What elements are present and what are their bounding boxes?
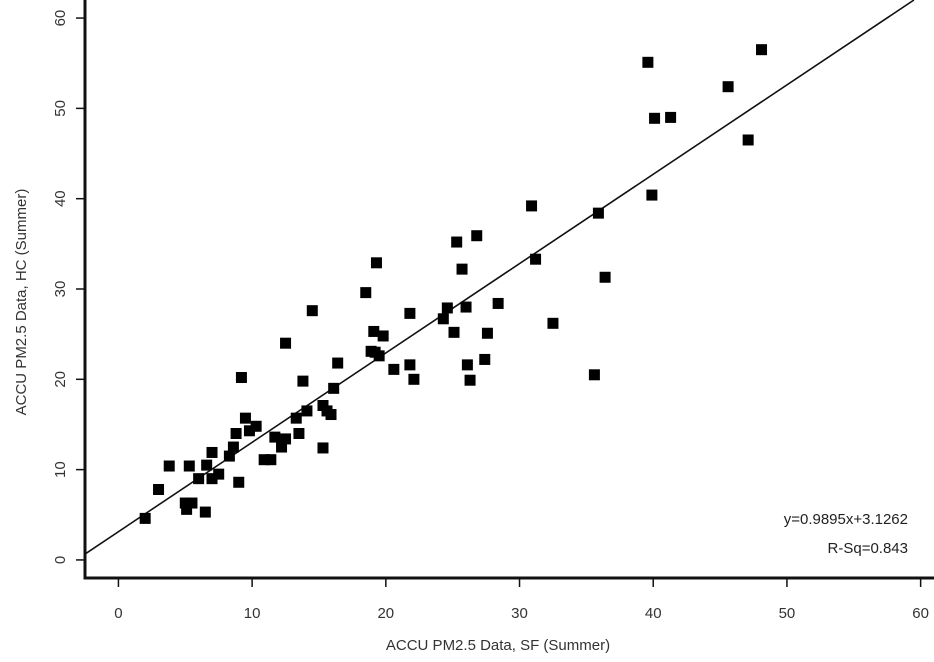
data-point <box>373 350 385 362</box>
x-tick-label: 0 <box>114 605 122 622</box>
data-point <box>179 497 191 509</box>
data-point <box>526 200 538 212</box>
y-tick-label: 60 <box>52 10 69 27</box>
data-point <box>243 425 255 437</box>
y-tick-label: 30 <box>52 281 69 298</box>
data-point <box>280 433 292 445</box>
data-point <box>317 442 329 454</box>
data-point <box>265 454 277 466</box>
data-point <box>479 353 491 365</box>
data-point <box>186 497 198 509</box>
y-tick-label: 0 <box>52 556 69 564</box>
data-point <box>235 372 247 384</box>
data-point <box>193 473 205 485</box>
data-point <box>722 81 734 93</box>
data-point <box>206 473 218 485</box>
data-point <box>276 441 288 453</box>
data-point <box>588 369 600 381</box>
data-point <box>213 468 225 480</box>
y-tick-label: 20 <box>52 371 69 388</box>
data-point <box>370 257 382 269</box>
y-tick-label: 10 <box>52 461 69 478</box>
y-axis-label: ACCU PM2.5 Data, HC (Summer) <box>13 189 30 416</box>
data-point <box>258 454 270 466</box>
data-point <box>297 375 309 387</box>
data-point <box>388 363 400 375</box>
x-tick-label: 30 <box>511 605 528 622</box>
data-point <box>201 459 213 471</box>
data-point <box>642 56 654 68</box>
data-point <box>368 325 380 337</box>
y-tick-label: 50 <box>52 100 69 117</box>
data-point <box>306 305 318 317</box>
data-point <box>153 483 165 495</box>
data-point <box>592 207 604 219</box>
data-point <box>280 337 292 349</box>
data-point <box>456 263 468 275</box>
data-point <box>290 412 302 424</box>
data-point <box>492 297 504 309</box>
data-point <box>665 111 677 123</box>
x-tick-label: 50 <box>779 605 796 622</box>
data-point <box>599 271 611 283</box>
fit-line-layer <box>84 0 915 555</box>
data-points <box>139 44 768 524</box>
data-point <box>377 330 389 342</box>
regression-line <box>84 0 915 555</box>
data-point <box>547 317 559 329</box>
data-point <box>756 44 768 56</box>
x-axis-ticks: 0 10 20 30 40 50 60 <box>114 578 929 622</box>
data-point <box>461 359 473 371</box>
data-point <box>471 230 483 242</box>
data-point <box>460 301 472 313</box>
data-point <box>230 428 242 439</box>
plot-frame <box>83 0 934 580</box>
data-point <box>464 374 476 386</box>
data-point <box>360 287 372 299</box>
data-point <box>408 373 420 385</box>
data-point <box>437 313 449 325</box>
data-point <box>404 359 416 371</box>
data-point <box>199 506 211 518</box>
x-tick-label: 10 <box>244 605 261 622</box>
y-axis-ticks: 0 10 20 30 40 50 60 <box>52 10 85 564</box>
x-tick-label: 60 <box>912 605 929 622</box>
data-point <box>163 460 175 472</box>
data-point <box>742 134 754 146</box>
data-point <box>293 428 305 439</box>
r-squared-annotation: R-Sq=0.843 <box>828 540 908 557</box>
data-point <box>649 112 661 124</box>
data-point <box>206 446 218 458</box>
data-point <box>301 405 313 417</box>
x-tick-label: 40 <box>645 605 662 622</box>
data-point <box>223 450 235 462</box>
fit-equation-annotation: y=0.9895x+3.1262 <box>784 511 908 528</box>
data-point <box>328 382 340 394</box>
data-point <box>269 431 281 443</box>
data-point <box>481 327 493 339</box>
data-point <box>332 357 344 369</box>
data-point <box>325 409 337 421</box>
data-point <box>233 476 245 488</box>
y-tick-label: 40 <box>52 190 69 207</box>
data-point <box>239 412 251 424</box>
data-point <box>451 236 463 248</box>
data-point <box>441 302 453 314</box>
x-tick-label: 20 <box>377 605 394 622</box>
data-point <box>227 441 239 453</box>
data-point <box>183 460 195 472</box>
data-point <box>448 326 460 338</box>
data-point <box>139 512 151 524</box>
data-point <box>181 503 193 515</box>
data-point <box>404 307 416 319</box>
data-point <box>530 253 542 265</box>
data-point <box>646 189 658 201</box>
x-axis-label: ACCU PM2.5 Data, SF (Summer) <box>386 637 610 654</box>
data-point <box>250 420 262 432</box>
